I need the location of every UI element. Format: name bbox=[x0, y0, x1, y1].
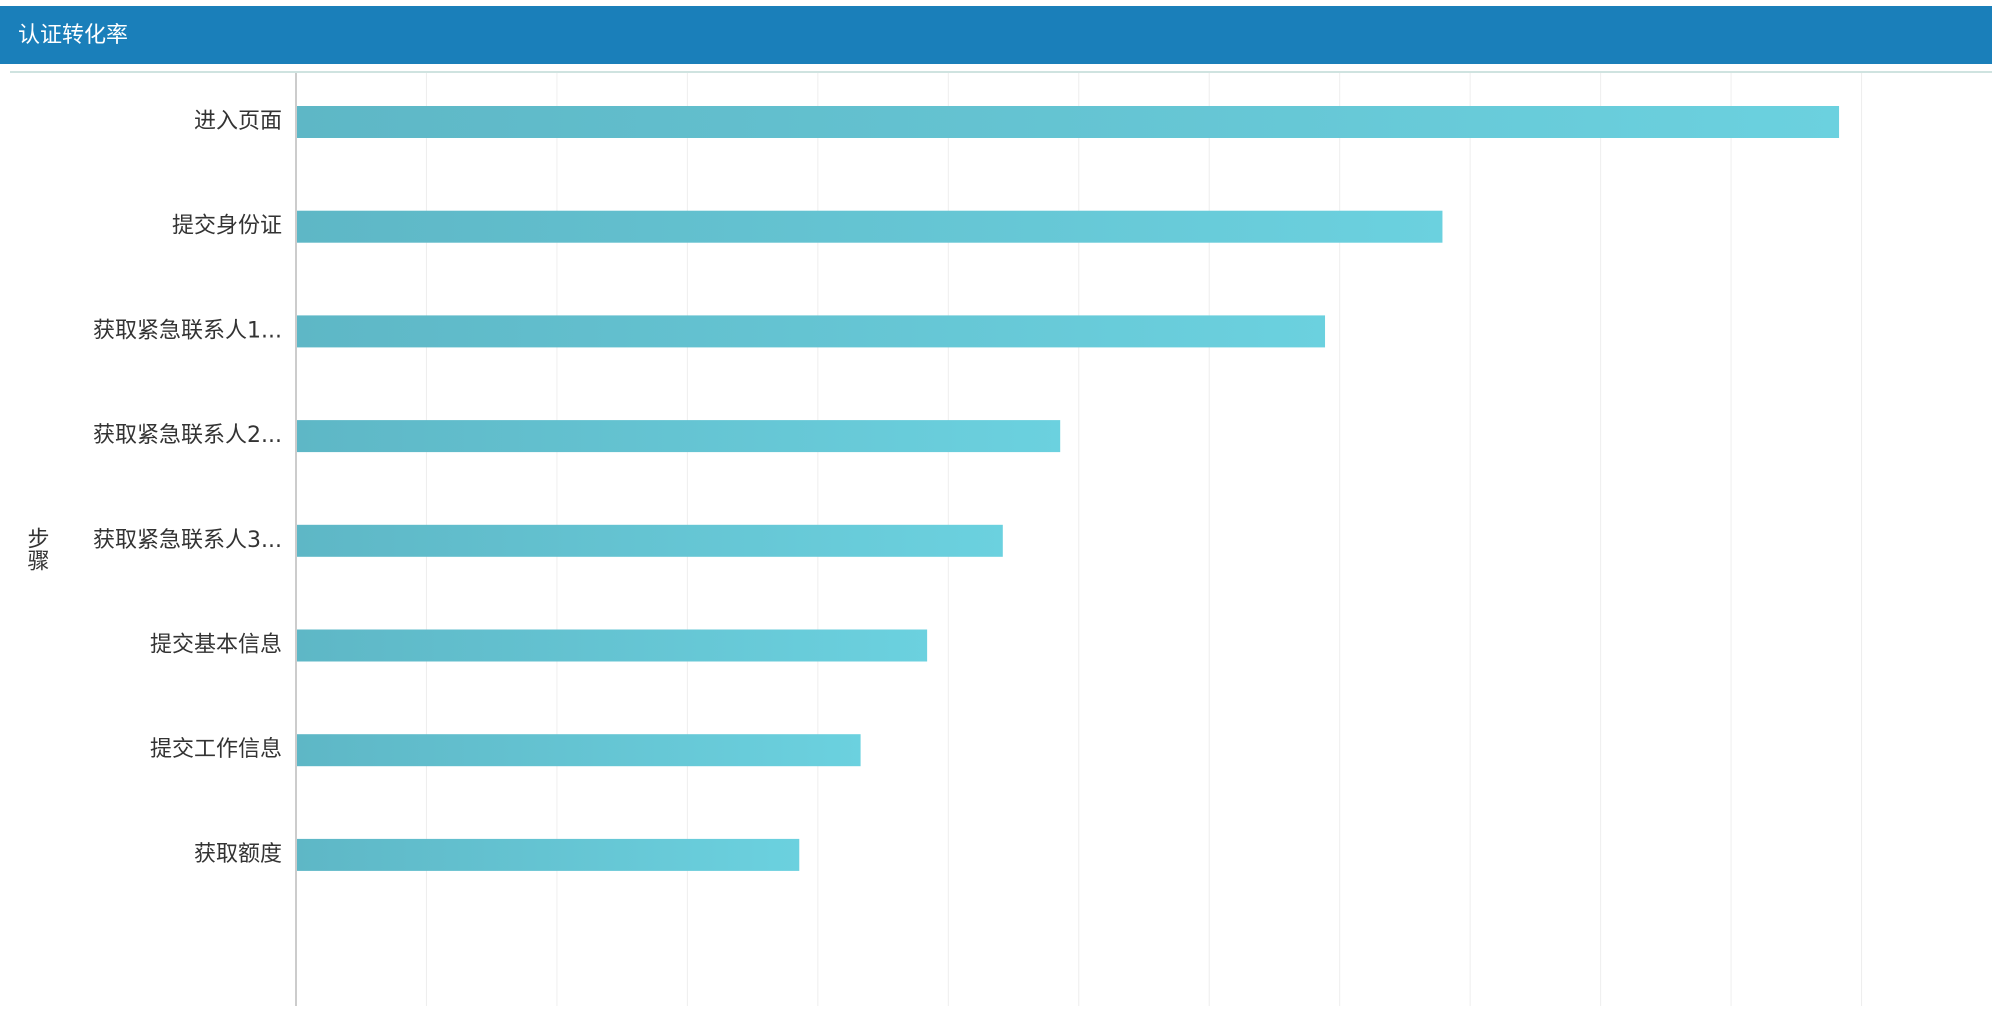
bar bbox=[297, 629, 928, 662]
bar bbox=[297, 106, 1840, 138]
y-tick-label: 获取紧急联系人1... bbox=[93, 318, 282, 343]
bar bbox=[297, 420, 1061, 453]
y-tick-label: 提交基本信息 bbox=[150, 633, 282, 658]
header-title: 认证转化率 bbox=[18, 23, 128, 48]
header-bar bbox=[0, 6, 1992, 64]
y-tick-label: 提交工作信息 bbox=[150, 737, 282, 762]
bar bbox=[297, 524, 1003, 557]
y-tick-label: 提交身份证 bbox=[172, 214, 282, 239]
y-tick-label: 获取紧急联系人2... bbox=[93, 423, 282, 448]
bar bbox=[297, 315, 1326, 348]
y-axis-title: 步骤 bbox=[24, 527, 50, 571]
y-tick-label: 进入页面 bbox=[194, 109, 282, 134]
y-tick-label: 获取紧急联系人3... bbox=[93, 528, 282, 553]
bar bbox=[297, 838, 800, 871]
bar bbox=[297, 210, 1443, 243]
y-tick-label: 获取额度 bbox=[194, 842, 282, 867]
bar bbox=[297, 734, 861, 767]
